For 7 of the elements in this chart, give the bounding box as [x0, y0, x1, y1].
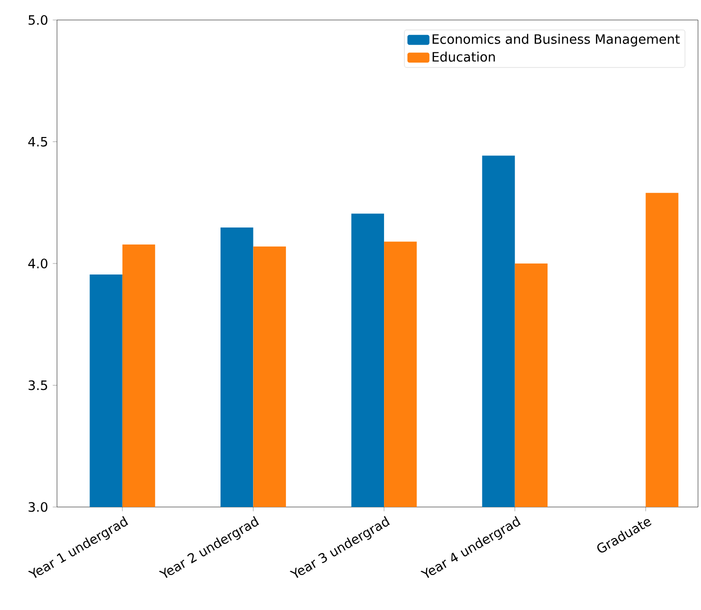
legend-label: Education [432, 52, 495, 62]
y-tick-label: 3.0 [28, 502, 48, 512]
y-tick-label: 4.5 [28, 136, 48, 147]
y-tick-label: 3.5 [28, 380, 48, 390]
legend-label: Economics and Business Management [432, 34, 680, 46]
y-tick-label: 4.0 [28, 258, 48, 268]
y-tick-label: 5.0 [28, 15, 48, 25]
